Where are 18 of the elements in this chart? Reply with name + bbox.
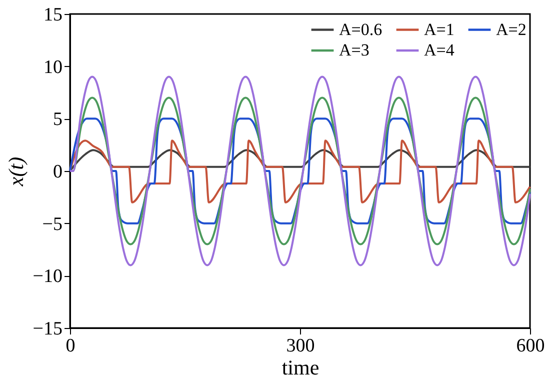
y-tick-label: −5	[42, 214, 62, 235]
y-tick-label: 15	[44, 4, 62, 26]
legend-label: A=0.6	[339, 20, 382, 39]
y-tick-label: 0	[53, 162, 62, 182]
x-tick-label: 300	[286, 336, 315, 356]
y-tick-label: −10	[32, 266, 62, 288]
y-tick-label: −15	[32, 318, 62, 340]
legend-label: A=2	[496, 20, 526, 39]
x-axis-title: time	[282, 356, 320, 380]
y-tick-label: 10	[44, 56, 62, 78]
legend-label: A=4	[424, 40, 455, 60]
line-series	[69, 76, 531, 266]
y-tick-label: 5	[53, 109, 62, 130]
y-axis-title: x(t)	[4, 156, 28, 188]
line-series	[69, 140, 531, 204]
x-tick-label: 600	[516, 336, 545, 356]
legend-label: A=3	[339, 40, 370, 60]
legend-label: A=1	[424, 20, 454, 39]
